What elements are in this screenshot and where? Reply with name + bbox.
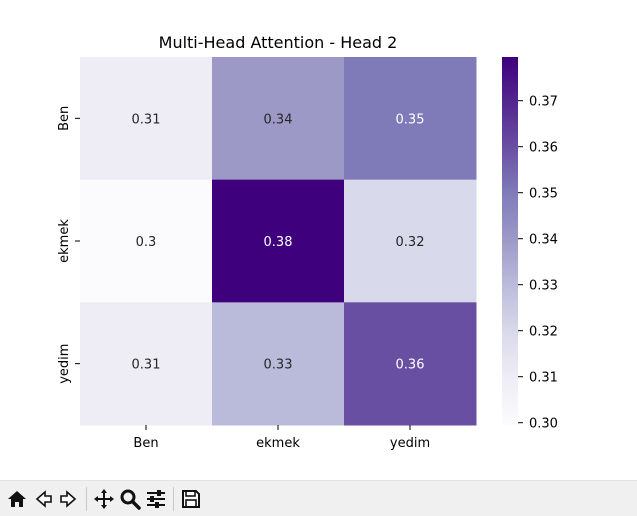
cell-value-label: 0.35 [396,112,425,127]
heatmap-cell [344,179,477,303]
colorbar-tick-label: 0.36 [529,141,558,156]
colorbar-tick-label: 0.34 [529,233,558,248]
toolbar-separator [86,486,87,511]
zoom-icon[interactable] [117,485,143,513]
toolbar-separator [173,486,174,511]
cell-value-label: 0.31 [132,358,161,373]
save-icon[interactable] [178,485,204,513]
x-axis: Ben ekmek yedim [133,425,430,451]
colorbar [502,57,518,425]
cell-value-label: 0.3 [136,235,157,250]
heatmap-cell [80,302,213,426]
x-tick-label: Ben [133,436,158,451]
forward-icon[interactable] [56,485,82,513]
cell-value-label: 0.36 [396,358,425,373]
cell-value-label: 0.31 [132,112,161,127]
colorbar-tick-label: 0.31 [529,371,558,386]
y-tick-label: Ben [57,106,72,131]
y-tick-label: ekmek [57,219,72,263]
back-icon[interactable] [30,485,56,513]
y-tick-label: yedim [57,344,72,384]
cell-value-label: 0.33 [264,358,293,373]
heatmap-cell [80,57,213,181]
navigation-toolbar [0,480,637,516]
cell-value-label: 0.34 [264,112,293,127]
heatmap-cell [212,302,345,426]
colorbar-tick-label: 0.33 [529,279,558,294]
colorbar-tick-label: 0.37 [529,95,558,110]
home-icon[interactable] [4,485,30,513]
pan-icon[interactable] [91,485,117,513]
x-tick-label: ekmek [256,436,300,451]
cell-value-label: 0.38 [264,235,293,250]
heatmap-cells [80,57,477,426]
heatmap-cell-labels: 0.31 0.34 0.35 0.3 0.38 0.32 0.31 0.33 0.36 [132,112,425,372]
heatmap-cell [212,57,345,181]
colorbar-tick-label: 0.32 [529,325,558,340]
y-axis: Ben ekmek yedim [57,106,80,384]
colorbar-tick-label: 0.35 [529,187,558,202]
configure-subplots-icon[interactable] [143,485,169,513]
cell-value-label: 0.32 [396,235,425,250]
chart-title: Multi-Head Attention - Head 2 [159,33,398,52]
heatmap-cell [212,179,345,303]
colorbar-ticks: 0.30 0.31 0.32 0.33 0.34 0.35 0.36 0.37 [518,95,558,432]
heatmap-cell [344,302,477,426]
heatmap-cell [80,179,213,303]
figure-canvas: Multi-Head Attention - Head 2 0.31 0.34 0.… [57,33,558,451]
colorbar-tick-label: 0.30 [529,417,558,432]
heatmap-cell [344,57,477,181]
x-tick-label: yedim [390,436,430,451]
